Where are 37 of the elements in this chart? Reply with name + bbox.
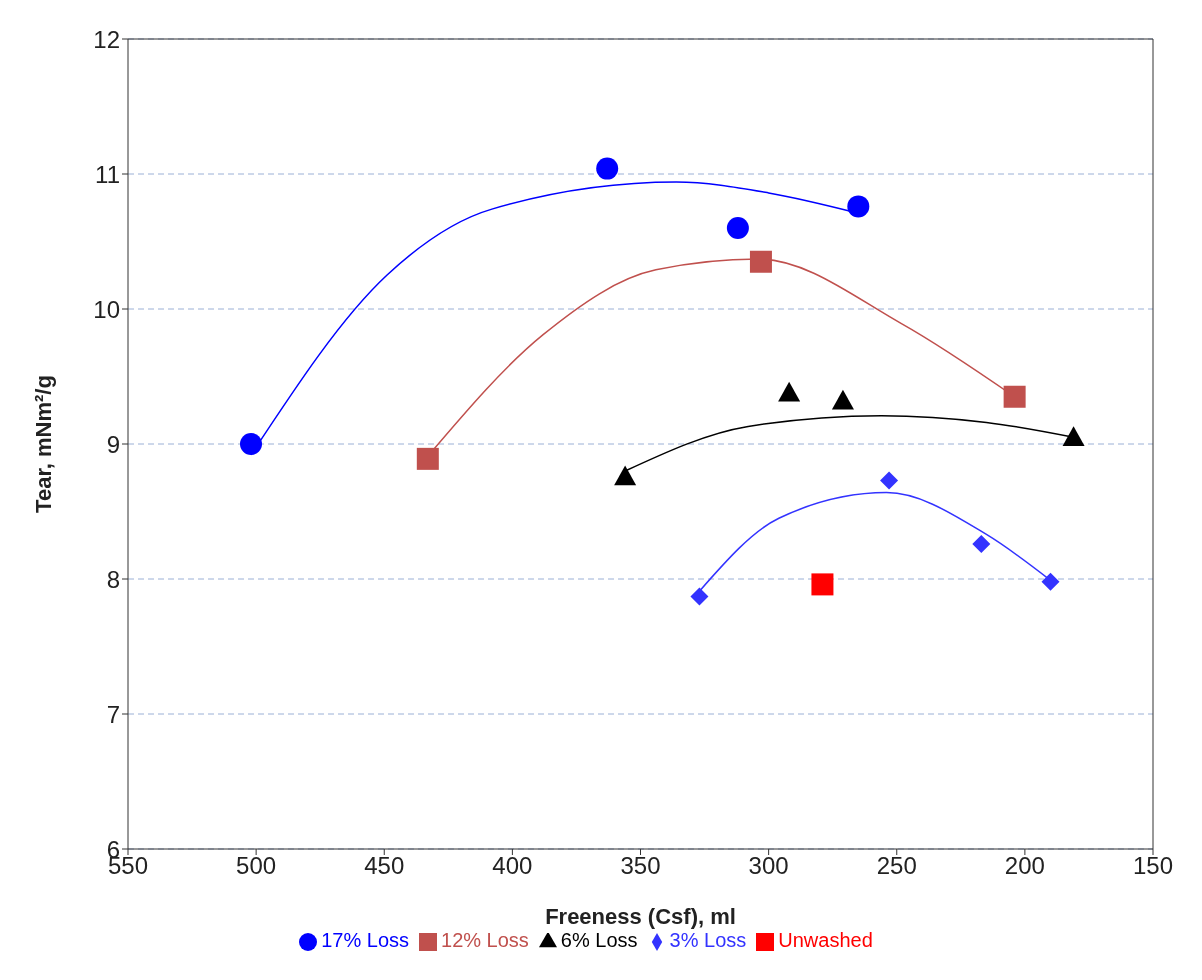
point: [726, 217, 749, 239]
point: [778, 381, 801, 402]
y-axis-title: Tear, mNm²/g: [30, 375, 56, 513]
legend-label: 17% Loss: [321, 929, 410, 951]
point: [847, 195, 870, 218]
x-tick-label: 350: [620, 852, 661, 880]
point: [690, 587, 709, 606]
y-tick-label: 9: [106, 430, 120, 458]
x-axis-title: Freeness (Csf), ml: [545, 904, 736, 929]
point: [749, 250, 772, 273]
point: [1003, 385, 1026, 408]
x-tick-label: 300: [748, 852, 789, 880]
x-tick-label: 400: [492, 852, 533, 880]
y-tick-label: 7: [106, 700, 120, 728]
point: [831, 389, 854, 410]
point: [811, 573, 834, 596]
y-tick-label: 11: [95, 160, 120, 188]
x-tick-label: 250: [876, 852, 917, 880]
legend-label: 6% Loss: [560, 929, 638, 951]
legend-label: 3% Loss: [669, 929, 747, 951]
point: [972, 534, 991, 553]
point: [1041, 572, 1060, 591]
legend-label: Unwashed: [778, 929, 873, 951]
point: [416, 447, 439, 470]
x-tick-label: 450: [364, 852, 405, 880]
x-tick-label: 200: [1004, 852, 1045, 880]
y-tick-label: 12: [93, 25, 120, 53]
legend-label: 12% Loss: [441, 929, 529, 951]
x-tick-label: 150: [1132, 852, 1174, 880]
point: [880, 471, 899, 490]
point: [614, 465, 637, 486]
point: [240, 433, 262, 455]
y-tick-label: 8: [106, 565, 120, 593]
point: [1062, 426, 1085, 447]
x-tick-label: 500: [236, 852, 277, 880]
point: [596, 157, 619, 180]
y-tick-label: 10: [93, 295, 120, 323]
